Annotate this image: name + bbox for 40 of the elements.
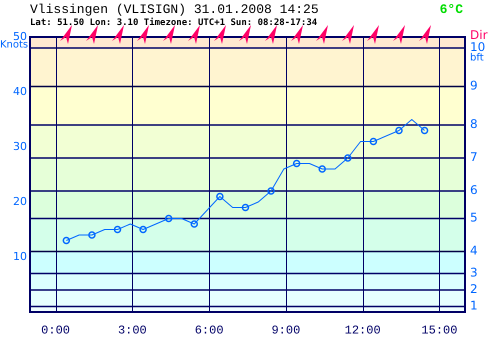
point (344, 154, 352, 162)
x-tick-label: 6:00 (194, 323, 224, 338)
point (190, 220, 198, 228)
text: 8 (470, 117, 478, 132)
text: 7 (470, 150, 478, 164)
chart-title: Vlissingen (VLISIGN) 31.01.2008 14:25 (30, 2, 319, 17)
x-tick-label: 9:00 (271, 323, 300, 338)
point (267, 187, 275, 195)
point (216, 192, 224, 200)
text: 9 (470, 78, 478, 93)
point (114, 226, 122, 234)
point (242, 204, 250, 212)
x-tick-label: 0:00 (41, 323, 70, 338)
text: 1 (470, 298, 478, 313)
text: 5 (470, 210, 478, 225)
chart-subtitle: Lat: 51.50 Lon: 3.10 Timezone: UTC+1 Sun: 08:28-17:34 (30, 18, 318, 28)
x-tick-label: 12:00 (344, 323, 381, 338)
y-tick-label: 40 (13, 84, 27, 98)
y-tick-label: 10 (13, 250, 27, 263)
y-tick-label: 30 (13, 140, 27, 153)
text: 4 (470, 244, 478, 258)
point (62, 236, 70, 244)
point (370, 138, 378, 146)
x-tick-label: 3:00 (118, 323, 147, 338)
text: 3 (470, 266, 478, 280)
y-tick-label: 20 (13, 194, 27, 208)
text: Dir (470, 28, 488, 42)
x-tick-label: 15:00 (421, 323, 458, 338)
point (139, 226, 147, 234)
point (164, 214, 172, 222)
point (420, 126, 428, 134)
point (88, 231, 96, 239)
point (318, 165, 326, 173)
y-axis-title: Knots (0, 40, 28, 51)
point (292, 160, 300, 168)
text: 2 (470, 282, 478, 296)
text: 6 (470, 183, 478, 198)
text: 6°C (440, 2, 463, 17)
point (395, 126, 403, 134)
text: bft (470, 52, 484, 64)
